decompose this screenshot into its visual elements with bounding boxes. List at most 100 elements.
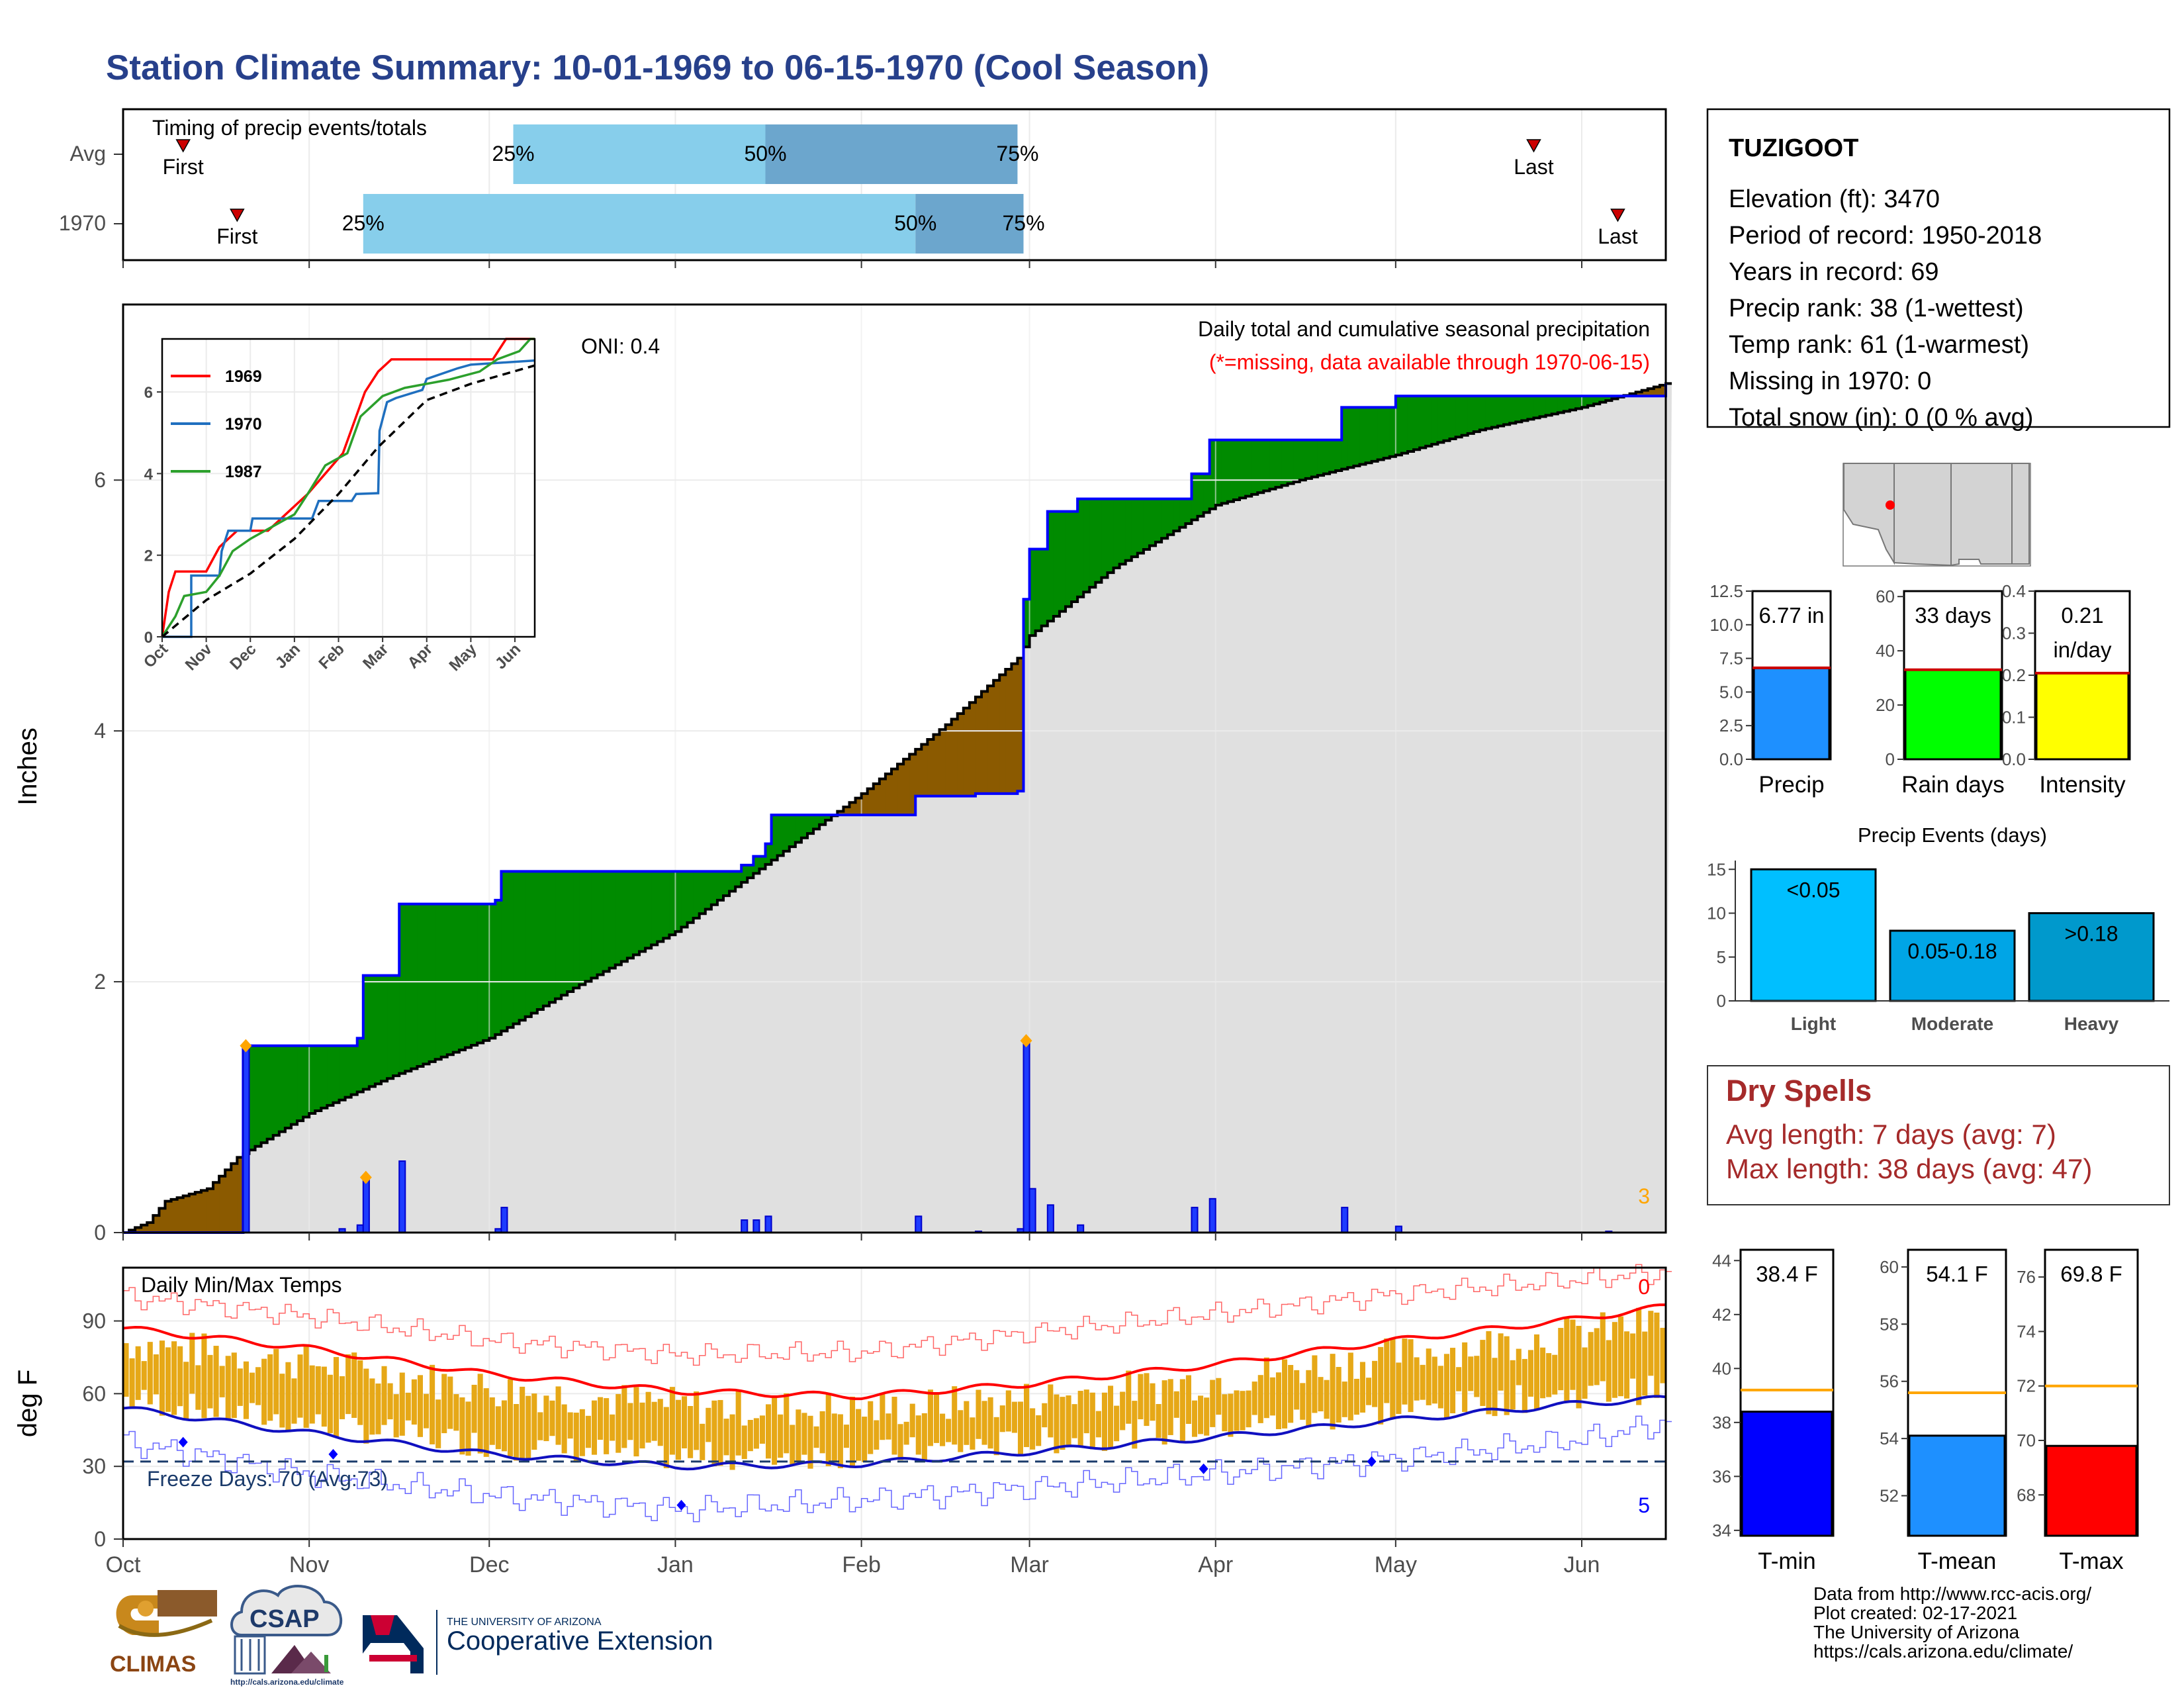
daily-temp-range-bar — [1144, 1373, 1150, 1427]
gauge-t-min-label: T-min — [1758, 1548, 1816, 1574]
daily-temp-range-bar — [393, 1394, 399, 1438]
events-title: Precip Events (days) — [1858, 823, 2047, 847]
timing-label-75: 75% — [996, 142, 1038, 165]
daily-temp-range-bar — [285, 1362, 291, 1432]
inset-ytick-label: 6 — [144, 384, 153, 402]
record-low-marker — [676, 1499, 686, 1511]
heavy-event-marker — [359, 1170, 372, 1184]
above-average-fill — [447, 904, 454, 1055]
daily-temp-range-bar — [1275, 1372, 1282, 1429]
station-years: Years in record: 69 — [1729, 258, 1939, 286]
daily-temp-range-bar — [1246, 1390, 1251, 1428]
timing-marker-first — [175, 139, 191, 153]
station-info-box — [1706, 108, 2171, 428]
daily-temp-range-bar — [411, 1379, 417, 1425]
daily-temp-range-bar — [1204, 1397, 1210, 1436]
inset-legend-label: 1987 — [225, 463, 262, 481]
daily-temp-range-bar — [171, 1341, 177, 1415]
below-average-fill — [855, 798, 862, 816]
daily-temp-range-bar — [970, 1417, 976, 1450]
above-average-fill — [531, 871, 538, 1013]
daily-temp-range-bar — [1384, 1338, 1390, 1403]
above-average-fill — [1479, 396, 1486, 430]
oni-annotation: ONI: 0.4 — [581, 334, 660, 358]
daily-temp-range-bar — [1606, 1340, 1612, 1402]
above-average-fill — [1203, 473, 1210, 513]
gauge-t-mean-bar — [1908, 1434, 2006, 1537]
daily-temp-range-bar — [886, 1413, 891, 1440]
timing-label-last: Last — [1598, 224, 1638, 248]
daily-temp-range-bar — [495, 1406, 501, 1450]
daily-temp-range-bar — [279, 1374, 285, 1428]
above-average-fill — [303, 1045, 310, 1117]
above-average-fill — [567, 871, 574, 992]
gauge-t-min-ytick-label: 44 — [1712, 1250, 1731, 1270]
daily-temp-range-bar — [231, 1352, 237, 1419]
daily-temp-range-bar — [189, 1333, 195, 1394]
daily-temp-range-bar — [585, 1415, 591, 1448]
gauge-rain-days-ytick-label: 60 — [1876, 586, 1895, 606]
above-average-fill — [381, 975, 388, 1082]
daily-temp-range-bar — [1089, 1392, 1095, 1450]
above-average-fill — [1077, 498, 1084, 597]
daily-temp-range-bar — [1426, 1348, 1432, 1405]
below-average-fill — [873, 784, 880, 816]
above-average-fill — [471, 904, 478, 1045]
gauge-t-max-ytick-label: 76 — [2017, 1267, 2036, 1287]
above-average-fill — [1053, 511, 1060, 616]
daily-temp-range-bar — [1077, 1391, 1083, 1447]
daily-temp-range-bar — [1504, 1336, 1510, 1415]
daily-temp-range-bar — [1191, 1400, 1198, 1437]
below-average-fill — [1641, 390, 1649, 397]
below-average-fill — [849, 802, 856, 816]
daily-temp-range-bar — [1011, 1401, 1017, 1433]
timing-label-75: 75% — [1002, 211, 1044, 235]
above-average-fill — [1473, 396, 1480, 432]
above-average-fill — [411, 904, 418, 1069]
above-average-fill — [249, 1045, 256, 1150]
daily-temp-range-bar — [483, 1388, 489, 1457]
below-average-fill — [153, 1215, 160, 1233]
record-max-line — [122, 1264, 1672, 1366]
above-average-fill — [1527, 396, 1535, 420]
above-average-fill — [1359, 407, 1367, 465]
above-average-fill — [1575, 396, 1582, 409]
daily-temp-range-bar — [1474, 1356, 1480, 1397]
daily-temp-range-bar — [669, 1387, 675, 1455]
credit-university: The University of Arizona — [1813, 1622, 2020, 1642]
daily-temp-range-bar — [297, 1354, 303, 1418]
above-average-fill — [1059, 511, 1066, 612]
below-average-fill — [135, 1227, 142, 1233]
above-average-fill — [1125, 498, 1132, 561]
above-average-fill — [735, 871, 742, 887]
daily-temp-range-bar — [999, 1405, 1005, 1432]
daily-temp-range-bar — [819, 1411, 825, 1454]
inset-series-1987 — [161, 338, 535, 637]
above-average-fill — [1263, 440, 1270, 491]
above-average-fill — [405, 904, 412, 1072]
above-average-fill — [507, 871, 514, 1028]
daily-temp-range-bar — [1330, 1354, 1336, 1430]
above-average-fill — [615, 871, 622, 965]
above-average-fill — [627, 871, 634, 959]
daily-temp-range-bar — [741, 1425, 747, 1460]
above-average-fill — [1191, 473, 1199, 520]
below-average-fill — [951, 719, 958, 796]
daily-temp-range-bar — [447, 1376, 453, 1429]
events-ytick-label: 5 — [1717, 947, 1726, 967]
above-average-fill — [321, 1045, 328, 1108]
above-average-fill — [1149, 498, 1156, 546]
above-average-fill — [1582, 396, 1588, 408]
daily-precip-bar — [1341, 1207, 1349, 1234]
above-average-fill — [1293, 440, 1300, 482]
precip-ytick-label: 0 — [94, 1221, 106, 1244]
daily-temp-range-bar — [1269, 1377, 1275, 1416]
daily-temp-range-bar — [381, 1366, 387, 1425]
heavy-event-marker — [240, 1039, 252, 1053]
precip-title: Daily total and cumulative seasonal prec… — [1198, 317, 1650, 341]
gauge-t-max-bar — [2045, 1444, 2138, 1537]
daily-temp-range-bar — [1588, 1332, 1594, 1386]
daily-temp-range-bar — [340, 1376, 345, 1419]
daily-temp-range-bar — [778, 1414, 784, 1458]
month-label: May — [1375, 1552, 1417, 1577]
